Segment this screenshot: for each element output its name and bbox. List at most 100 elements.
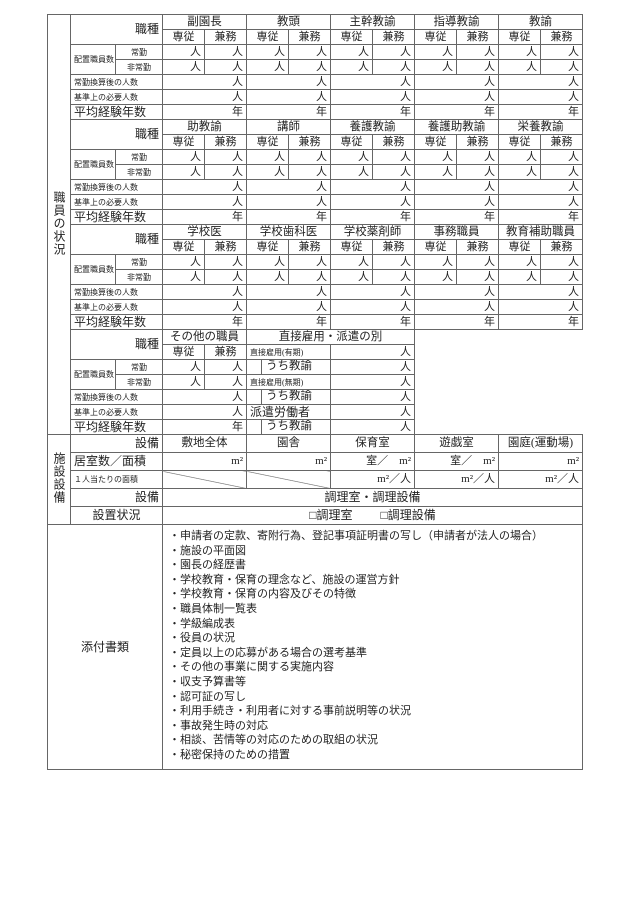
required-field[interactable]: 人 [330,299,416,315]
fulltime-count-field[interactable]: 人 [288,149,332,165]
fulltime-count-field[interactable]: 人 [456,149,500,165]
parttime-count-field[interactable]: 人 [162,59,206,75]
fulltime-count-field[interactable]: 人 [372,44,416,60]
parttime-count-field[interactable]: 人 [372,269,416,285]
fulltime-count-field[interactable]: 人 [246,254,290,270]
parttime-count-field[interactable]: 人 [414,269,458,285]
rooms-area-field[interactable]: 室／ m² [330,452,416,471]
fulltime-count-field[interactable]: 人 [540,254,584,270]
avg_years-field[interactable]: 年 [162,104,248,120]
converted-field[interactable]: 人 [414,74,500,90]
converted-field[interactable]: 人 [498,284,584,300]
converted-field[interactable]: 人 [162,389,248,405]
fulltime-count-field[interactable]: 人 [540,149,584,165]
avg_years-field[interactable]: 年 [246,104,332,120]
parttime-count-field[interactable]: 人 [246,59,290,75]
required-field[interactable]: 人 [414,89,500,105]
required-field[interactable]: 人 [246,89,332,105]
employment-count-field[interactable]: 人 [330,344,416,360]
parttime-count-field[interactable]: 人 [414,164,458,180]
fulltime-count-field[interactable]: 人 [246,44,290,60]
required-field[interactable]: 人 [162,299,248,315]
converted-field[interactable]: 人 [414,284,500,300]
parttime-count-field[interactable]: 人 [456,269,500,285]
avg_years-field[interactable]: 年 [330,314,416,330]
parttime-count-field[interactable]: 人 [162,374,206,390]
parttime-count-field[interactable]: 人 [540,269,584,285]
converted-field[interactable]: 人 [330,284,416,300]
converted-field[interactable]: 人 [246,74,332,90]
per-person-field[interactable]: m²／人 [498,470,584,489]
employment-count-field[interactable]: 人 [330,404,416,420]
fulltime-count-field[interactable]: 人 [372,254,416,270]
fulltime-count-field[interactable]: 人 [414,254,458,270]
parttime-count-field[interactable]: 人 [288,269,332,285]
installation-checkbox[interactable]: □調理室 [309,508,353,522]
converted-field[interactable]: 人 [498,74,584,90]
parttime-count-field[interactable]: 人 [498,164,542,180]
avg_years-field[interactable]: 年 [414,314,500,330]
parttime-count-field[interactable]: 人 [330,269,374,285]
parttime-count-field[interactable]: 人 [414,59,458,75]
converted-field[interactable]: 人 [246,179,332,195]
parttime-count-field[interactable]: 人 [288,164,332,180]
required-field[interactable]: 人 [498,89,584,105]
rooms-area-field[interactable]: m² [498,452,584,471]
avg_years-field[interactable]: 年 [414,209,500,225]
converted-field[interactable]: 人 [414,179,500,195]
fulltime-count-field[interactable]: 人 [204,254,248,270]
required-field[interactable]: 人 [162,89,248,105]
avg_years-field[interactable]: 年 [498,209,584,225]
converted-field[interactable]: 人 [246,284,332,300]
fulltime-count-field[interactable]: 人 [204,359,248,375]
fulltime-count-field[interactable]: 人 [330,149,374,165]
avg_years-field[interactable]: 年 [330,209,416,225]
parttime-count-field[interactable]: 人 [162,269,206,285]
converted-field[interactable]: 人 [498,179,584,195]
required-field[interactable]: 人 [162,404,248,420]
avg_years-field[interactable]: 年 [162,314,248,330]
parttime-count-field[interactable]: 人 [204,269,248,285]
fulltime-count-field[interactable]: 人 [456,254,500,270]
required-field[interactable]: 人 [246,299,332,315]
parttime-count-field[interactable]: 人 [540,164,584,180]
fulltime-count-field[interactable]: 人 [162,254,206,270]
parttime-count-field[interactable]: 人 [162,164,206,180]
required-field[interactable]: 人 [246,194,332,210]
converted-field[interactable]: 人 [330,74,416,90]
parttime-count-field[interactable]: 人 [372,59,416,75]
per-person-field[interactable]: m²／人 [414,470,500,489]
fulltime-count-field[interactable]: 人 [414,44,458,60]
required-field[interactable]: 人 [498,299,584,315]
parttime-count-field[interactable]: 人 [372,164,416,180]
parttime-count-field[interactable]: 人 [288,59,332,75]
parttime-count-field[interactable]: 人 [498,269,542,285]
rooms-area-field[interactable]: 室／ m² [414,452,500,471]
employment-count-field[interactable]: 人 [330,419,416,435]
fulltime-count-field[interactable]: 人 [372,149,416,165]
fulltime-count-field[interactable]: 人 [330,44,374,60]
required-field[interactable]: 人 [414,194,500,210]
parttime-count-field[interactable]: 人 [456,164,500,180]
parttime-count-field[interactable]: 人 [456,59,500,75]
parttime-count-field[interactable]: 人 [246,269,290,285]
parttime-count-field[interactable]: 人 [330,164,374,180]
avg_years-field[interactable]: 年 [246,314,332,330]
parttime-count-field[interactable]: 人 [204,374,248,390]
avg_years-field[interactable]: 年 [162,209,248,225]
fulltime-count-field[interactable]: 人 [498,149,542,165]
avg_years-field[interactable]: 年 [330,104,416,120]
fulltime-count-field[interactable]: 人 [246,149,290,165]
parttime-count-field[interactable]: 人 [498,59,542,75]
required-field[interactable]: 人 [414,299,500,315]
converted-field[interactable]: 人 [162,74,248,90]
parttime-count-field[interactable]: 人 [204,164,248,180]
fulltime-count-field[interactable]: 人 [288,44,332,60]
parttime-count-field[interactable]: 人 [330,59,374,75]
parttime-count-field[interactable]: 人 [204,59,248,75]
avg_years-field[interactable]: 年 [498,314,584,330]
fulltime-count-field[interactable]: 人 [162,149,206,165]
converted-field[interactable]: 人 [330,179,416,195]
per-person-field[interactable]: m²／人 [330,470,416,489]
fulltime-count-field[interactable]: 人 [456,44,500,60]
